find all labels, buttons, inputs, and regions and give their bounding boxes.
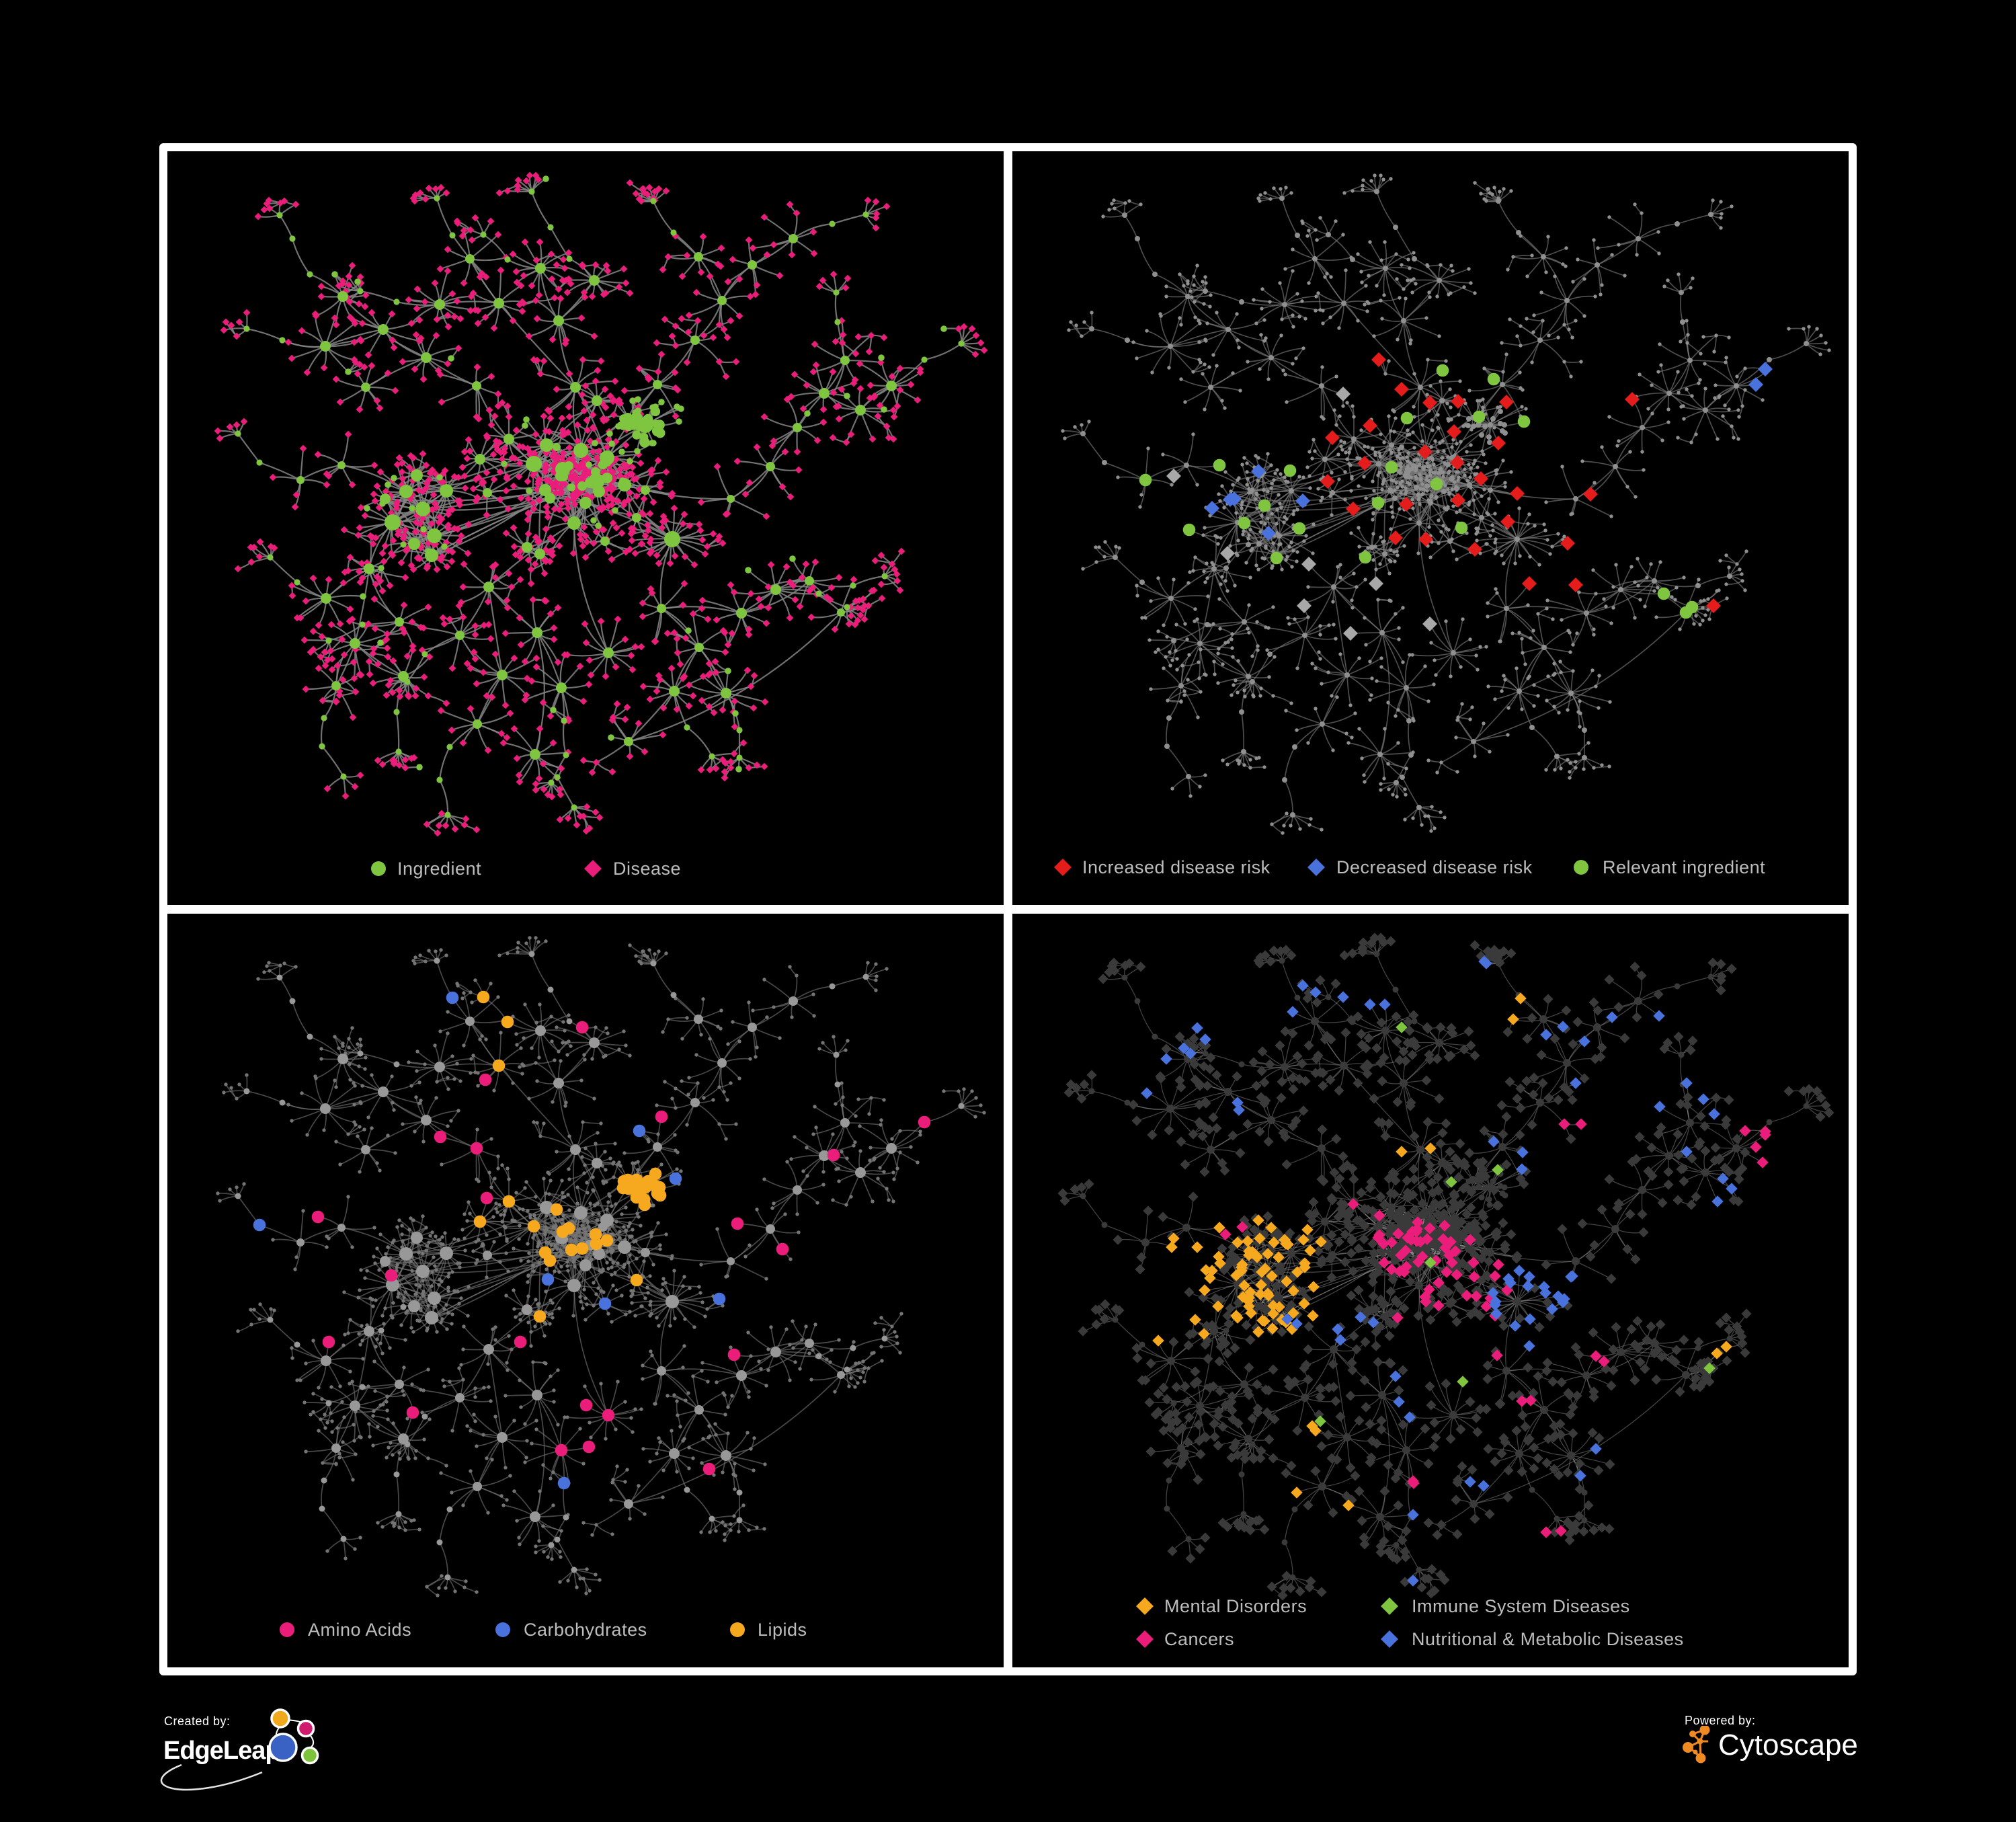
svg-text:Nutritional & Metabolic Diseas: Nutritional & Metabolic Diseases <box>1412 1629 1684 1649</box>
svg-text:Carbohydrates: Carbohydrates <box>524 1620 647 1640</box>
svg-text:EdgeLeap: EdgeLeap <box>163 1737 280 1765</box>
svg-text:Relevant ingredient: Relevant ingredient <box>1603 857 1765 877</box>
svg-text:Amino Acids: Amino Acids <box>308 1620 411 1640</box>
svg-text:Lipids: Lipids <box>758 1620 807 1640</box>
svg-text:Disease: Disease <box>613 859 681 879</box>
svg-text:Immune System Diseases: Immune System Diseases <box>1412 1596 1630 1616</box>
svg-text:Increased disease risk: Increased disease risk <box>1082 857 1271 877</box>
svg-text:Mental Disorders: Mental Disorders <box>1164 1596 1307 1616</box>
svg-text:Decreased disease risk: Decreased disease risk <box>1336 857 1533 877</box>
svg-text:Ingredient: Ingredient <box>397 859 481 879</box>
svg-text:Cancers: Cancers <box>1164 1629 1234 1649</box>
